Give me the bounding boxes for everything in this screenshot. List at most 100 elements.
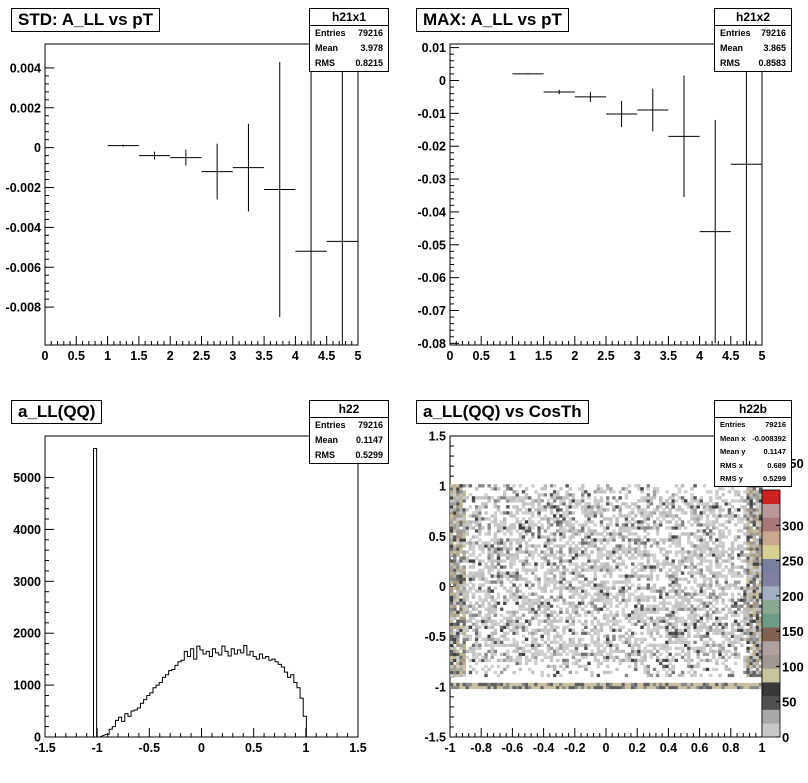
- heatmap-cell: [615, 550, 619, 554]
- heatmap-cell: [487, 544, 491, 548]
- heatmap-cell: [643, 499, 647, 503]
- heatmap-cell: [577, 565, 582, 569]
- heatmap-cell: [531, 631, 535, 635]
- heatmap-cell: [634, 526, 638, 530]
- heatmap-cell: [493, 574, 498, 578]
- heatmap-cell: [730, 487, 735, 491]
- heatmap-cell: [690, 544, 694, 548]
- heatmap-cell: [518, 667, 523, 672]
- heatmap-cell: [552, 634, 557, 638]
- heatmap-cell: [478, 505, 482, 509]
- heatmap-cell: [462, 580, 466, 584]
- heatmap-cell: [718, 541, 722, 545]
- heatmap-cell: [587, 544, 591, 548]
- heatmap-cell: [758, 535, 763, 539]
- heatmap-cell: [677, 505, 682, 509]
- heatmap-cell: [646, 598, 650, 602]
- heatmap-cell: [593, 499, 597, 503]
- heatmap-cell: [606, 592, 610, 596]
- heatmap-cell: [456, 499, 460, 503]
- heatmap-cell: [634, 532, 638, 536]
- heatmap-cell: [565, 511, 569, 515]
- heatmap-cell: [671, 517, 675, 521]
- heatmap-cell: [590, 685, 594, 690]
- heatmap-cell: [590, 532, 594, 536]
- heatmap-cell: [684, 622, 688, 626]
- heatmap-cell: [571, 577, 576, 581]
- heatmap-cell: [552, 514, 557, 518]
- heatmap-cell: [674, 619, 679, 623]
- heatmap-cell: [562, 532, 566, 536]
- heatmap-cell: [577, 574, 582, 578]
- histogram-bin: [256, 659, 259, 737]
- heatmap-cell: [596, 646, 601, 651]
- heatmap-cell: [637, 598, 641, 602]
- heatmap-cell: [590, 565, 594, 569]
- heatmap-cell: [640, 565, 644, 569]
- heatmap-cell: [643, 550, 647, 554]
- heatmap-cell: [474, 529, 479, 533]
- heatmap-cell: [503, 490, 507, 494]
- heatmap-cell: [662, 619, 666, 623]
- heatmap-cell: [637, 499, 641, 503]
- heatmap-cell: [450, 571, 454, 575]
- heatmap-cell: [462, 577, 466, 581]
- heatmap-cell: [528, 580, 532, 584]
- heatmap-cell: [674, 553, 679, 557]
- heatmap-cell: [577, 682, 582, 687]
- heatmap-cell: [743, 598, 747, 602]
- heatmap-cell: [543, 580, 548, 584]
- heatmap-cell: [468, 616, 473, 620]
- heatmap-cell: [552, 517, 557, 521]
- heatmap-cell: [743, 655, 747, 660]
- heatmap-cell: [546, 622, 551, 626]
- heatmap-cell: [471, 649, 476, 654]
- heatmap-cell: [721, 634, 725, 638]
- heatmap-cell: [459, 499, 463, 503]
- heatmap-cell: [687, 682, 691, 687]
- heatmap-cell: [637, 505, 641, 509]
- heatmap-cell: [478, 646, 482, 651]
- heatmap-cell: [459, 490, 463, 494]
- heatmap-cell: [574, 643, 579, 647]
- heatmap-cell: [478, 643, 482, 647]
- heatmap-cell: [684, 628, 688, 632]
- heatmap-cell: [730, 511, 735, 515]
- heatmap-cell: [481, 637, 485, 641]
- heatmap-cell: [478, 547, 482, 551]
- heatmap-cell: [624, 616, 629, 620]
- heatmap-cell: [521, 550, 526, 554]
- heatmap-cell: [634, 502, 638, 506]
- heatmap-cell: [671, 640, 675, 644]
- heatmap-cell: [465, 625, 470, 629]
- heatmap-cell: [543, 682, 548, 687]
- heatmap-cell: [518, 682, 523, 687]
- heatmap-cell: [755, 529, 760, 533]
- heatmap-cell: [556, 595, 560, 599]
- heatmap-cell: [733, 586, 738, 590]
- heatmap-cell: [708, 628, 713, 632]
- heatmap-cell: [581, 586, 585, 590]
- heatmap-cell: [602, 655, 607, 660]
- heatmap-cell: [471, 652, 476, 657]
- heatmap-cell: [450, 541, 454, 545]
- heatmap-cell: [624, 685, 629, 690]
- heatmap-cell: [674, 580, 679, 584]
- heatmap-cell: [708, 625, 713, 629]
- heatmap-cell: [755, 622, 760, 626]
- heatmap-cell: [712, 553, 716, 557]
- heatmap-cell: [581, 538, 585, 542]
- heatmap-cell: [484, 607, 488, 611]
- heatmap-cell: [537, 508, 541, 512]
- heatmap-cell: [637, 568, 641, 572]
- heatmap-cell: [758, 505, 763, 509]
- heatmap-cell: [737, 625, 741, 629]
- heatmap-cell: [640, 604, 644, 608]
- heatmap-cell: [481, 550, 485, 554]
- heatmap-cell: [528, 526, 532, 530]
- heatmap-cell: [587, 652, 591, 657]
- heatmap-cell: [718, 529, 722, 533]
- heatmap-cell: [468, 559, 473, 563]
- heatmap-cell: [543, 571, 548, 575]
